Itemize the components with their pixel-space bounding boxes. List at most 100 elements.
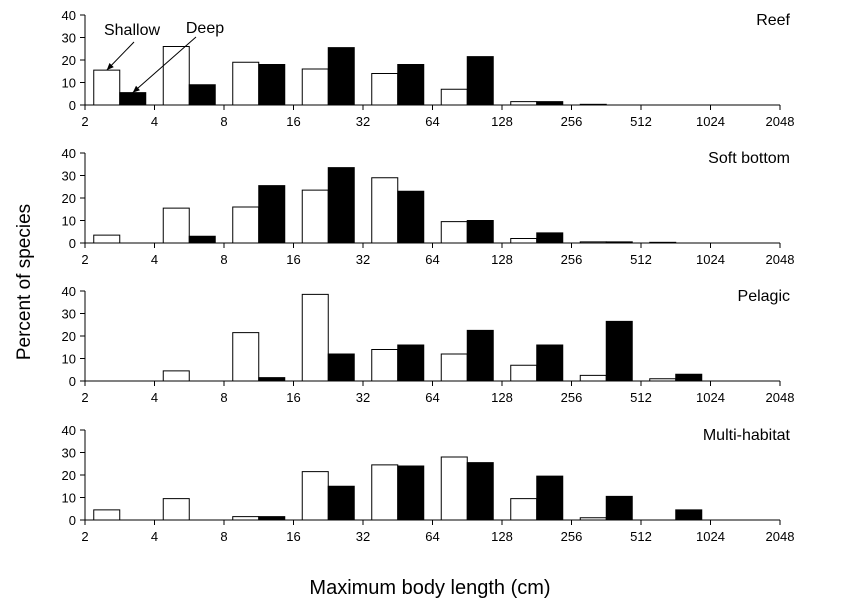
- bar-deep: [397, 190, 425, 244]
- x-tick-label: 64: [425, 390, 439, 405]
- x-tick-label: 16: [286, 529, 300, 544]
- x-tick-label: 512: [630, 390, 652, 405]
- bar-deep: [327, 485, 355, 521]
- y-tick-label: 10: [62, 491, 76, 506]
- annotation-arrow: [132, 36, 197, 94]
- x-tick-label: 64: [425, 252, 439, 267]
- panel-title: Reef: [756, 12, 790, 29]
- bar-shallow: [371, 177, 399, 244]
- bar-shallow: [301, 68, 329, 106]
- bar-deep: [675, 509, 703, 521]
- bar-shallow: [510, 238, 538, 244]
- y-tick-label: 30: [62, 446, 76, 461]
- y-tick-label: 0: [69, 236, 76, 251]
- x-tick-label: 4: [151, 114, 158, 129]
- x-tick-label: 2: [81, 529, 88, 544]
- x-tick-label: 1024: [696, 252, 725, 267]
- x-tick-label: 32: [356, 529, 370, 544]
- y-tick-label: 0: [69, 374, 76, 389]
- x-tick-label: 128: [491, 252, 513, 267]
- annotation-arrowhead: [106, 63, 114, 71]
- y-tick-label: 40: [62, 8, 76, 23]
- y-tick-label: 40: [62, 146, 76, 161]
- bar-deep: [327, 47, 355, 106]
- bar-deep: [466, 462, 494, 521]
- annotation-deep: Deep: [186, 20, 224, 37]
- bar-deep: [536, 101, 564, 106]
- bar-shallow: [371, 73, 399, 106]
- x-tick-label: 4: [151, 529, 158, 544]
- bar-shallow: [232, 206, 260, 244]
- x-tick-label: 8: [220, 114, 227, 129]
- panel-title: Soft bottom: [708, 150, 790, 167]
- bar-shallow: [301, 189, 329, 244]
- bar-shallow: [371, 349, 399, 382]
- x-tick-label: 4: [151, 390, 158, 405]
- x-tick-label: 256: [561, 529, 583, 544]
- bar-deep: [466, 329, 494, 382]
- bar-deep: [466, 56, 494, 106]
- bar-shallow: [301, 471, 329, 521]
- bar-shallow: [510, 498, 538, 521]
- bar-shallow: [232, 332, 260, 382]
- y-tick-label: 10: [62, 352, 76, 367]
- y-tick-label: 10: [62, 76, 76, 91]
- bar-deep: [397, 344, 425, 382]
- bar-deep: [536, 475, 564, 521]
- bar-shallow: [232, 516, 260, 521]
- y-tick-label: 0: [69, 98, 76, 113]
- x-tick-label: 1024: [696, 390, 725, 405]
- bar-deep: [397, 465, 425, 521]
- x-tick-label: 16: [286, 252, 300, 267]
- x-tick-label: 2048: [766, 252, 795, 267]
- annotation-arrowhead: [132, 85, 140, 93]
- x-tick-label: 128: [491, 529, 513, 544]
- bar-deep: [258, 64, 286, 106]
- x-tick-label: 16: [286, 114, 300, 129]
- y-tick-label: 20: [62, 329, 76, 344]
- x-tick-label: 1024: [696, 529, 725, 544]
- bar-shallow: [162, 46, 190, 106]
- bar-deep: [536, 232, 564, 244]
- x-tick-label: 32: [356, 390, 370, 405]
- x-tick-label: 256: [561, 390, 583, 405]
- x-tick-label: 128: [491, 114, 513, 129]
- bar-shallow: [301, 293, 329, 382]
- x-tick-label: 2: [81, 114, 88, 129]
- y-tick-label: 30: [62, 31, 76, 46]
- bar-shallow: [440, 221, 468, 244]
- x-tick-label: 2048: [766, 114, 795, 129]
- bar-shallow: [510, 364, 538, 382]
- bar-shallow: [232, 61, 260, 106]
- bar-shallow: [440, 353, 468, 382]
- x-tick-label: 64: [425, 114, 439, 129]
- x-tick-label: 8: [220, 252, 227, 267]
- y-tick-label: 0: [69, 513, 76, 528]
- bar-deep: [258, 377, 286, 382]
- x-axis-label: Maximum body length (cm): [309, 577, 550, 599]
- bar-shallow: [510, 101, 538, 106]
- bar-shallow: [440, 88, 468, 106]
- bar-shallow: [93, 234, 121, 244]
- panel-title: Pelagic: [738, 288, 790, 305]
- bar-deep: [397, 64, 425, 106]
- y-axis-label: Percent of species: [14, 204, 35, 360]
- y-tick-label: 20: [62, 191, 76, 206]
- bar-deep: [605, 320, 633, 382]
- bar-deep: [466, 220, 494, 244]
- y-tick-label: 30: [62, 307, 76, 322]
- x-tick-label: 32: [356, 252, 370, 267]
- x-tick-label: 4: [151, 252, 158, 267]
- bar-deep: [119, 92, 147, 106]
- bar-deep: [327, 167, 355, 244]
- y-tick-label: 20: [62, 53, 76, 68]
- y-tick-label: 10: [62, 214, 76, 229]
- x-tick-label: 256: [561, 114, 583, 129]
- x-tick-label: 16: [286, 390, 300, 405]
- panel-title: Multi-habitat: [703, 427, 791, 444]
